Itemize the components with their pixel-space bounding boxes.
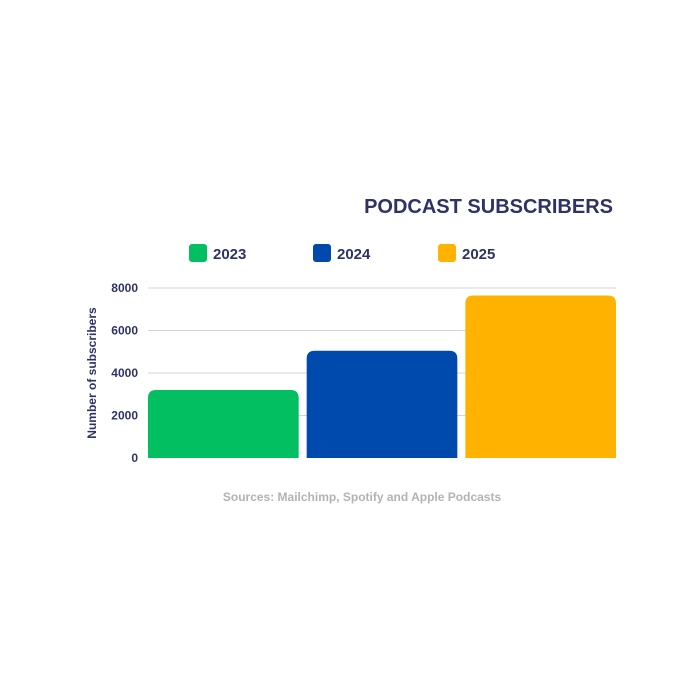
legend-label-2024: 2024 (337, 246, 371, 263)
y-axis-label: Number of subscribers (85, 307, 99, 439)
legend-swatch-2024 (313, 244, 331, 262)
legend-swatch-2025 (438, 244, 456, 262)
bar-2023 (148, 390, 299, 458)
y-tick-label-2000: 2000 (111, 409, 138, 423)
y-tick-label-0: 0 (131, 451, 138, 465)
y-tick-label-6000: 6000 (111, 324, 138, 338)
source-note: Sources: Mailchimp, Spotify and Apple Po… (223, 490, 502, 504)
y-axis-ticks: 0 2000 4000 6000 8000 (111, 281, 138, 465)
legend-swatch-2023 (189, 244, 207, 262)
y-tick-label-8000: 8000 (111, 281, 138, 295)
legend-item-2023: 2023 (189, 244, 246, 263)
legend-label-2023: 2023 (213, 246, 246, 263)
bar-2025 (465, 295, 616, 458)
bars (148, 295, 616, 458)
legend-item-2025: 2025 (438, 244, 495, 263)
chart-legend: 2023 2024 2025 (189, 244, 495, 263)
y-tick-label-4000: 4000 (111, 366, 138, 380)
bar-2024 (306, 350, 458, 458)
legend-label-2025: 2025 (462, 246, 495, 263)
legend-item-2024: 2024 (313, 244, 371, 263)
chart-title: PODCAST SUBSCRIBERS (364, 196, 613, 218)
